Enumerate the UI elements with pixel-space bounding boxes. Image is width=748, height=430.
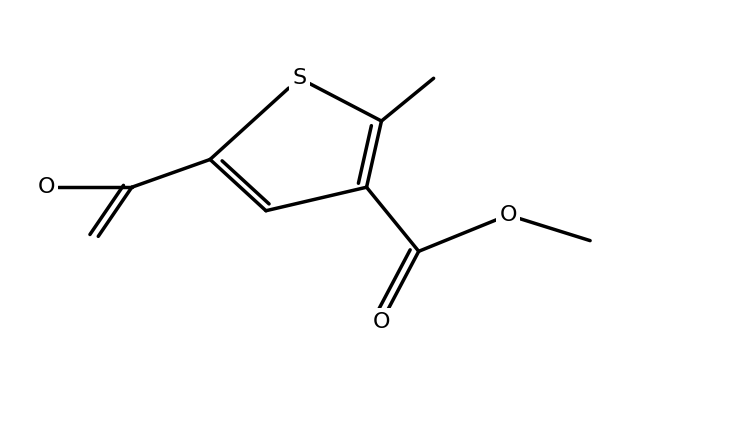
Text: O: O (37, 177, 55, 197)
Text: S: S (292, 68, 307, 88)
Text: O: O (373, 312, 390, 332)
Text: O: O (500, 205, 517, 225)
